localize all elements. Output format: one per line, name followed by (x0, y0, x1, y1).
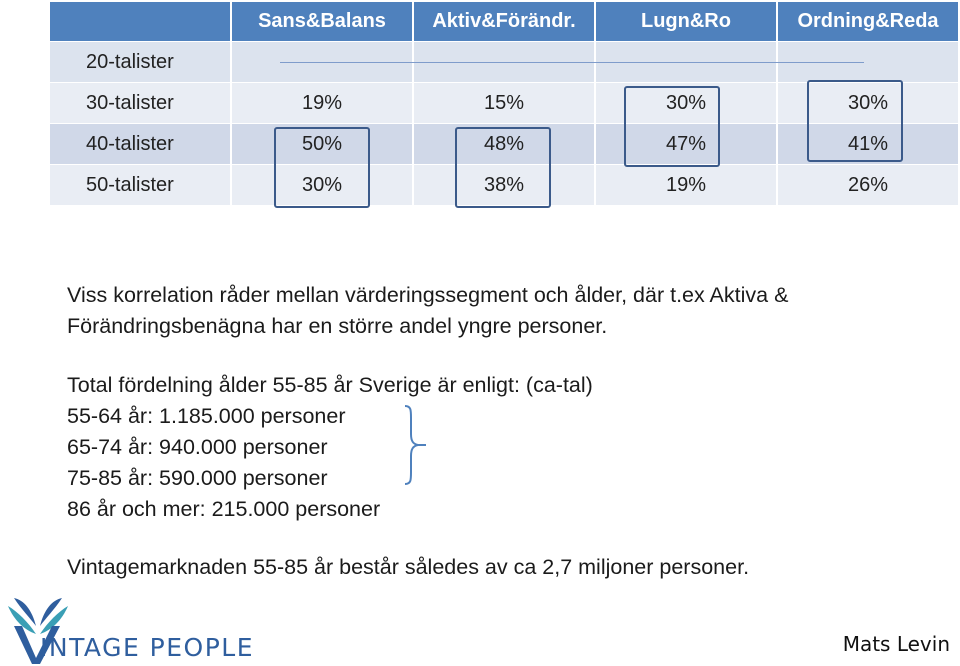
distribution-line: 55-64 år: 1.185.000 personer (67, 404, 346, 428)
table-cell: 47% (596, 124, 776, 165)
row-label-40-talister: 40-talister (50, 124, 230, 165)
butterfly-logo-icon (8, 598, 68, 664)
distribution-line: 65-74 år: 940.000 personer (67, 435, 328, 459)
empty-row-line (280, 62, 864, 63)
brand-name-text: INTAGE PEOPLE (40, 633, 255, 662)
distribution-block: Total fördelning ålder 55-85 år Sverige … (67, 370, 593, 525)
table-cell: 30% (596, 83, 776, 124)
highlight-box-aktiv-forandr (455, 127, 551, 208)
table-cell: 19% (596, 165, 776, 206)
row-label-30-talister: 30-talister (50, 83, 230, 124)
table-cell: 19% (232, 83, 412, 124)
highlight-box-lugn-ro (624, 86, 720, 167)
table-cell: 30% (232, 165, 412, 206)
table-corner-cell (50, 2, 230, 42)
author-name: Mats Levin (842, 632, 950, 656)
correlation-paragraph: Viss korrelation råder mellan värderings… (67, 283, 789, 338)
distribution-line: 75-85 år: 590.000 personer (67, 466, 328, 490)
distribution-title: Total fördelning ålder 55-85 år Sverige … (67, 373, 593, 397)
column-header-ordning-reda: Ordning&Reda (778, 2, 958, 42)
curly-brace-icon (404, 405, 426, 485)
table-cell: 38% (414, 165, 594, 206)
table-cell: 15% (414, 83, 594, 124)
distribution-line: 86 år och mer: 215.000 personer (67, 497, 381, 521)
column-header-aktiv-forandr: Aktiv&Förändr. (414, 2, 594, 42)
table-cell: 50% (232, 124, 412, 165)
row-label-50-talister: 50-talister (50, 165, 230, 206)
table-cell: 26% (778, 165, 958, 206)
column-header-sans-balans: Sans&Balans (232, 2, 412, 42)
brand-name: INTAGE PEOPLE (40, 633, 254, 662)
conclusion-text: Vintagemarknaden 55-85 år består således… (67, 555, 750, 579)
highlight-box-sans-balans (274, 127, 370, 208)
highlight-box-ordning-reda (807, 80, 903, 162)
column-header-lugn-ro: Lugn&Ro (596, 2, 776, 42)
table-cell: 48% (414, 124, 594, 165)
row-label-20-talister: 20-talister (50, 42, 230, 83)
